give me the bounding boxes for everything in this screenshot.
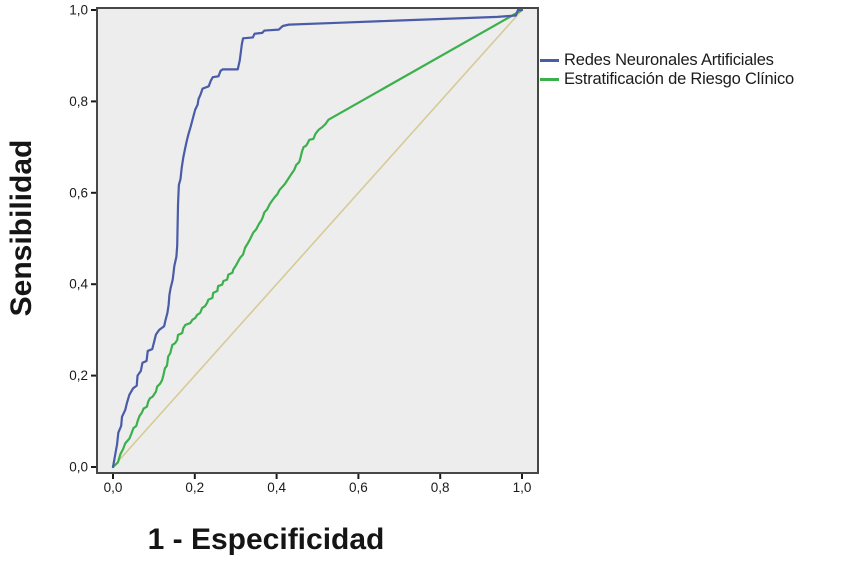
y-axis-tick-label: 0,4 — [69, 277, 88, 292]
y-axis-tick-label: 0,8 — [69, 94, 88, 109]
x-axis-tick-label: 0,4 — [267, 480, 286, 495]
series-line-estratificacion-riesgo-clinico — [111, 8, 524, 469]
y-axis-tick-label: 0,0 — [69, 460, 88, 475]
legend-label: Redes Neuronales Artificiales — [564, 51, 774, 69]
y-axis-tick-label: 1,0 — [69, 3, 88, 18]
x-axis-tick-label: 0,2 — [185, 480, 204, 495]
legend-line-swatch-green — [540, 78, 559, 81]
y-axis-tick-label: 0,2 — [69, 368, 88, 383]
series-line-redes-neuronales-artificiales — [111, 8, 524, 469]
legend-entry-estratificacion: Estratificación de Riesgo Clínico — [540, 70, 794, 89]
legend: Redes Neuronales Artificiales Estratific… — [540, 51, 794, 89]
plot-area — [96, 7, 539, 474]
legend-line-swatch-blue — [540, 59, 559, 62]
x-axis-tick-label: 1,0 — [513, 480, 532, 495]
x-axis-title: 1 - Especificidad — [147, 523, 385, 556]
legend-entry-redes-neuronales: Redes Neuronales Artificiales — [540, 51, 794, 70]
x-axis-tick-label: 0,0 — [104, 480, 123, 495]
y-axis-title: Sensibilidad — [5, 139, 38, 317]
reference-diagonal-line — [112, 9, 523, 468]
x-axis-tick-label: 0,8 — [431, 480, 450, 495]
legend-label: Estratificación de Riesgo Clínico — [564, 70, 795, 88]
y-axis-tick-label: 0,6 — [69, 185, 88, 200]
x-axis-tick-label: 0,6 — [349, 480, 368, 495]
